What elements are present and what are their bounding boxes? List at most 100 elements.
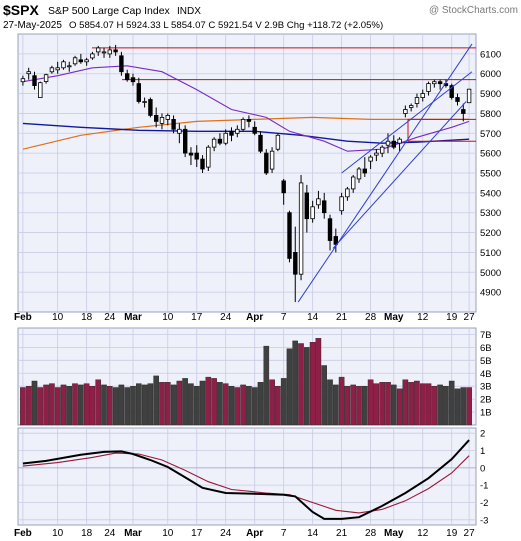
volume-tick-label: 1B	[480, 408, 492, 419]
volume-bar	[263, 345, 270, 426]
oscillator-tick-label: -3	[480, 515, 488, 526]
x-tick-label: 7	[281, 312, 287, 323]
x-tick-label: 14	[307, 312, 319, 323]
volume-bar	[385, 382, 391, 426]
volume-bar	[222, 383, 229, 426]
volume-bar	[170, 384, 177, 426]
candle-body	[136, 83, 141, 102]
volume-bar	[419, 383, 426, 426]
volume-bar	[66, 386, 72, 426]
volume-bar	[159, 382, 165, 426]
volume-bar	[147, 383, 154, 426]
volume-bar	[106, 386, 113, 426]
volume-bar	[391, 384, 397, 426]
x-tick-label: 10	[52, 312, 64, 323]
volume-bar	[77, 384, 84, 426]
channel-line	[332, 101, 467, 249]
volume-bar	[321, 365, 328, 426]
candle-body	[240, 119, 246, 130]
candle-body	[408, 105, 414, 108]
volume-bar	[286, 348, 293, 426]
x-tick-label: 21	[336, 528, 348, 539]
candle-body	[298, 182, 304, 275]
candle-body	[72, 57, 78, 65]
candle-body	[49, 67, 55, 73]
volume-bar	[193, 386, 200, 426]
index-name: S&P 500 Large Cap Index	[48, 5, 171, 17]
volume-bar	[362, 386, 368, 426]
volume-bar	[135, 383, 142, 426]
candle-body	[385, 140, 391, 146]
candle-body	[246, 119, 252, 122]
candle-body	[264, 152, 269, 174]
volume-bar	[54, 387, 61, 426]
volume-bar	[466, 387, 472, 426]
oscillator-lines	[22, 439, 470, 520]
candle-body	[107, 49, 112, 55]
candle-body	[426, 83, 431, 92]
candle-body	[281, 180, 286, 194]
volume-tick-label: 3B	[480, 382, 492, 393]
x-tick-label: Mar	[124, 528, 142, 539]
volume-bar	[356, 386, 362, 426]
candle-body	[43, 74, 49, 82]
price-tick-label: 5500	[480, 169, 501, 180]
volume-bar	[437, 384, 443, 426]
resistance-line	[407, 118, 476, 142]
candle-body	[177, 128, 182, 134]
volume-bar	[25, 386, 32, 426]
volume-bar	[37, 387, 44, 426]
candle-body	[379, 146, 385, 154]
x-tick-label: 14	[307, 528, 319, 539]
volume-tick-label: 5B	[480, 356, 492, 367]
x-tick-label: 19	[446, 312, 458, 323]
price-tick-label: 5100	[480, 248, 501, 259]
candle-body	[182, 128, 188, 154]
candle-body	[258, 134, 263, 152]
volume-bars	[20, 338, 472, 426]
candle-body	[403, 109, 408, 114]
candle-body	[391, 140, 396, 148]
volume-bar	[188, 383, 194, 426]
volume-tick-label: 4B	[480, 369, 492, 380]
price-tick-label: 5800	[480, 109, 501, 120]
candle-body	[304, 192, 309, 220]
y-axis-labels: 4900 5000 5100 5200 5300 5400 5500 5600 5700 5800…	[480, 49, 501, 526]
price-tick-label: 5700	[480, 129, 501, 140]
candle-body	[420, 93, 425, 98]
candle-body	[32, 75, 37, 86]
candle-body	[362, 168, 367, 174]
candle-body	[211, 138, 217, 148]
x-tick-label: 19	[446, 528, 458, 539]
candle-body	[455, 97, 460, 102]
candle-body	[55, 67, 60, 71]
trend-lines	[297, 43, 473, 303]
moving-averages	[22, 47, 476, 152]
volume-bar	[141, 384, 148, 426]
volume-bar	[269, 379, 275, 426]
volume-bar	[89, 386, 96, 426]
candle-body	[356, 168, 362, 180]
candle-body	[449, 85, 454, 98]
candle-body	[275, 134, 281, 150]
volume-bar	[182, 378, 188, 426]
grid-lines	[18, 34, 476, 525]
price-tick-label: 5400	[480, 188, 501, 199]
candle-body	[223, 132, 228, 144]
x-tick-label: 24	[220, 528, 232, 539]
candle-body	[316, 198, 321, 206]
oscillator-tick-label: 2	[480, 429, 485, 440]
volume-bar	[43, 384, 49, 426]
oscillator-signal-line	[22, 452, 470, 514]
x-tick-label: May	[384, 528, 404, 539]
volume-bar	[431, 386, 438, 426]
x-tick-label: Apr	[246, 528, 263, 539]
candle-body	[67, 65, 72, 68]
volume-bar	[217, 382, 223, 426]
candle-body	[188, 152, 194, 156]
volume-bar	[83, 383, 90, 426]
candle-body	[165, 115, 170, 120]
candle-body	[397, 138, 402, 144]
candle-body	[339, 196, 344, 212]
